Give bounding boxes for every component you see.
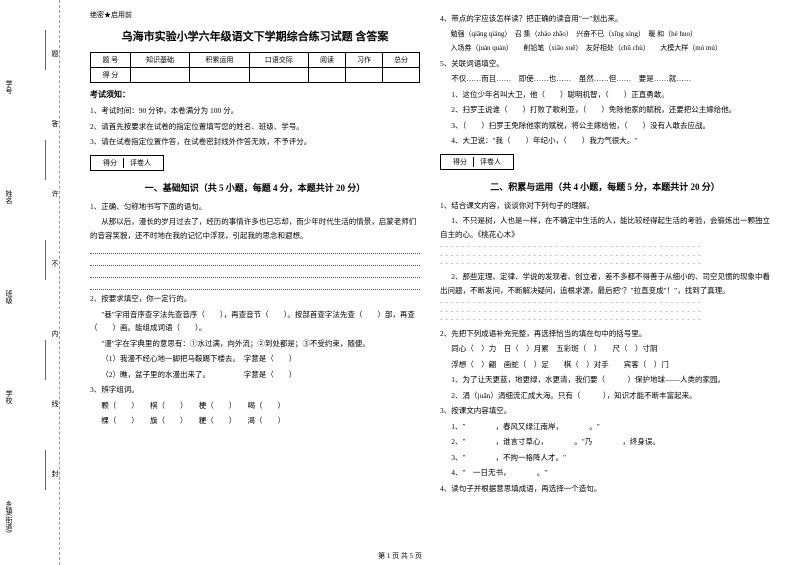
- binding-label-id: 学号: [4, 80, 14, 94]
- q2-line: "巷"字用音序查字法先查音序（ ），再查音节（ ）。按部首查字法先查（ ）部，再…: [90, 308, 420, 335]
- page-footer: 第 1 页 共 5 页: [0, 551, 800, 561]
- binding-underline: [45, 340, 46, 380]
- q1-head: 1、正确、匀称地书写下面的语句。: [90, 200, 420, 214]
- notice-item: 1、考试时间：90 分钟，本卷满分为 100 分。: [90, 104, 420, 118]
- binding-label-school: 学校: [4, 390, 14, 404]
- q5-line: 不仅……而且…… 即使……也…… 虽然……但…… 要是……就……: [440, 72, 770, 86]
- q5-head: 5、关联词语填空。: [440, 57, 770, 71]
- dotted-line: - - - - - - - - - - - - - - - - - - - - …: [440, 308, 770, 316]
- binding-underline: [45, 450, 46, 490]
- s2q3-line: 2、" ，谁言寸草心， 。"乃 ，终身误。: [440, 435, 770, 449]
- th-write: 习作: [346, 53, 383, 68]
- section1-title: 一、基础知识（共 5 小题，每题 4 分，本题共计 20 分）: [90, 181, 420, 194]
- scorer-box: 得分 评卷人: [90, 155, 164, 171]
- grader-cell: 评卷人: [124, 158, 157, 168]
- confidential-note: 绝密★启用前: [90, 10, 420, 20]
- exam-title: 乌海市实验小学六年级语文下学期综合练习试题 含答案: [90, 28, 420, 44]
- dotted-line: - - - - - - - - - - - - - - - - - - - - …: [440, 316, 770, 324]
- seal-char: 题: [50, 50, 60, 57]
- table-row: 得 分: [91, 68, 420, 83]
- q5-line: 1、这位少年名叫大卫，他（ ）聪明机智，（ ）正直勇敢。: [440, 88, 770, 102]
- th-num: 题 号: [91, 53, 131, 68]
- s2q2-line: 2、涓（juān）涓细流汇成大海。只有（ ），知识才能不断丰富起来。: [440, 389, 770, 403]
- seal-char: 答: [50, 120, 60, 127]
- score-table: 题 号 知识基础 积累运用 口语交际 阅读 习作 总分 得 分: [90, 52, 420, 83]
- q4-line: 勉强（qiǎng qiáng） 召 集（zhào zhāo） 兴奋不已（xīng…: [440, 28, 770, 41]
- scorer-box: 得分 评卷人: [440, 154, 514, 170]
- seal-char: 封: [50, 470, 60, 477]
- binding-margin: 乡镇(街道) 学校 班级 姓名 学号 封 线 内 不 许 答 题: [0, 0, 60, 565]
- th-read: 阅读: [309, 53, 346, 68]
- td-empty: [382, 68, 419, 83]
- binding-label-township: 乡镇(街道): [4, 500, 14, 533]
- exam-page: 乡镇(街道) 学校 班级 姓名 学号 封 线 内 不 许 答 题 绝密★启用前 …: [0, 0, 800, 565]
- binding-underline: [45, 140, 46, 180]
- dotted-line: - - - - - - - - - - - - - - - - - - - - …: [440, 243, 770, 251]
- td-empty: [249, 68, 308, 83]
- s2q3-head: 3、按课文内容填空。: [440, 404, 770, 418]
- notice-item: 2、请首先按要求在试卷的指定位置填写您的姓名、班级、学号。: [90, 120, 420, 134]
- answer-line: [90, 256, 420, 266]
- answer-line: [90, 268, 420, 278]
- s2q4-head: 4、读句子并根据意思填成语，再选择一个造句。: [440, 482, 770, 496]
- td-empty: [346, 68, 383, 83]
- right-column: 4、带点的字应该怎样读？把正确的读音用"一"划出来。 勉强（qiǎng qián…: [430, 10, 780, 555]
- grader-cell: 评卷人: [474, 157, 507, 167]
- th-total: 总分: [382, 53, 419, 68]
- q3-line: 颗（ ） 棋（ ） 梗（ ） 喝（ ）: [90, 399, 420, 413]
- s2q2-head: 2、先把下列成语补充完整，再选择恰当的填在句中的括号里。: [440, 327, 770, 341]
- s2q1-head: 1、结合课文内容，谈谈你对下列句子的理解。: [440, 199, 770, 213]
- answer-line: [90, 244, 420, 254]
- s2q3-line: 1、" ，春风又绿江南岸， 。": [440, 420, 770, 434]
- dotted-line: - - - - - - - - - - - - - - - - - - - - …: [440, 299, 770, 307]
- q5-line: 4、大卫说："我（ ）年纪小，（ ）我力气很大。": [440, 134, 770, 148]
- td-empty: [190, 68, 249, 83]
- seal-char: 许: [50, 190, 60, 197]
- section2-title: 二、积累与运用（共 4 小题，每题 5 分，本题共计 20 分）: [440, 180, 770, 193]
- binding-label-class: 班级: [4, 290, 14, 304]
- q3-head: 3、辨字组词。: [90, 383, 420, 397]
- s2q2-line: 1、为了让天更蓝，地更绿，水更清，我们要（ ）保护地球——人类的家园。: [440, 373, 770, 387]
- notice-item: 3、请在试卷指定位置作答，在试卷密封线外作答无效，不予评分。: [90, 135, 420, 149]
- q3-line: 棵（ ） 旗（ ） 粳（ ） 渴（ ）: [90, 414, 420, 428]
- content-area: 绝密★启用前 乌海市实验小学六年级语文下学期综合练习试题 含答案 题 号 知识基…: [60, 0, 800, 565]
- table-row: 题 号 知识基础 积累运用 口语交际 阅读 习作 总分: [91, 53, 420, 68]
- td-empty: [309, 68, 346, 83]
- seal-char: 不: [50, 260, 60, 267]
- s2q3-line: 4、" 一日无书， 。": [440, 466, 770, 480]
- td-empty: [130, 68, 189, 83]
- th-basic: 知识基础: [130, 53, 189, 68]
- q4-line: 入场券（juàn quàn） 削铅笔（xiāo xuē） 友好相处（chǔ ch…: [440, 42, 770, 55]
- s2q1-body2: 2、那些定理、定律、学说的发现者、创立者，差不多都不得善于从细小的、司空见惯的现…: [440, 270, 770, 297]
- q2-line: "漫"字在字典里的意思有：①水过满，向外流；②到处都是；③不受约束，随便。: [90, 337, 420, 351]
- s2q3-line: 3、" ，不拘一格降人才。": [440, 451, 770, 465]
- q5-line: 2、扫罗王说谁（ ）打败了歌利亚，（ ）免除他家的赋税，还要把公主嫁给他。: [440, 103, 770, 117]
- binding-underline: [45, 30, 46, 70]
- q1-body: 从那以后，漫长的岁月过去了，经历的事情许多也已忘却，而少年时代生活的情景，启蒙老…: [90, 215, 420, 242]
- s2q2-line: 浮想（ ）翩 画蛇（ ）足 棋（ ）对手 宾客（ ）门: [440, 358, 770, 372]
- score-cell: 得分: [447, 157, 474, 167]
- score-cell: 得分: [97, 158, 124, 168]
- q4-head: 4、带点的字应该怎样读？把正确的读音用"一"划出来。: [440, 12, 770, 26]
- dotted-line: - - - - - - - - - - - - - - - - - - - - …: [440, 260, 770, 268]
- q2-head: 2、按要求填空，你一定行的。: [90, 292, 420, 306]
- th-oral: 口语交际: [249, 53, 308, 68]
- q5-line: 3、（ ）扫罗王免除他家的赋税，将公主嫁给他，（ ）没有人敢去应战。: [440, 119, 770, 133]
- dotted-line: - - - - - - - - - - - - - - - - - - - - …: [440, 252, 770, 260]
- q2-line: （2）瞧，盆子里的水漫出来了。 字意是（ ）: [90, 368, 420, 382]
- binding-underline: [45, 240, 46, 280]
- q2-line: （1）我漫不经心地一脚把马鞍踢下楼去。 字意是（ ）: [90, 352, 420, 366]
- binding-label-name: 姓名: [4, 190, 14, 204]
- td-score-label: 得 分: [91, 68, 131, 83]
- notice-title: 考试须知：: [90, 89, 420, 100]
- answer-line: [90, 280, 420, 290]
- s2q2-line: 同心（ ）力 日（ ）月累 五彩斑（ ） 尺（ ）寸阴: [440, 342, 770, 356]
- th-accum: 积累运用: [190, 53, 249, 68]
- s2q1-body: 1、不只是树，人也是一样，在不确定中生活的人，能比较经得起生活的考验，会锻炼出一…: [440, 214, 770, 241]
- left-column: 绝密★启用前 乌海市实验小学六年级语文下学期综合练习试题 含答案 题 号 知识基…: [80, 10, 430, 555]
- seal-char: 内: [50, 330, 60, 337]
- seal-char: 线: [50, 400, 60, 407]
